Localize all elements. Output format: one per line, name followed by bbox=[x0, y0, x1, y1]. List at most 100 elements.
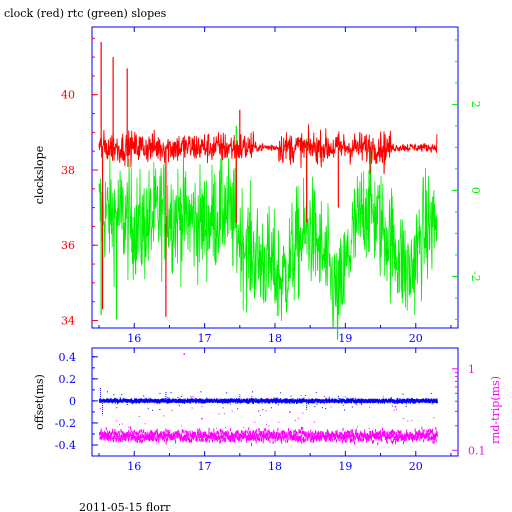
rndtrip-scatter-point bbox=[121, 423, 123, 425]
rndtrip-scatter-point bbox=[332, 434, 334, 436]
rndtrip-scatter-point bbox=[251, 395, 253, 397]
rndtrip-scatter-point bbox=[142, 436, 144, 438]
offset-scatter-point bbox=[277, 404, 279, 406]
bottom-y-axis-label: offset(ms) bbox=[33, 374, 46, 430]
offset-series-points bbox=[99, 397, 438, 405]
bottom-axes-layer: 16 17 18 19 20 0.4 0.2 0 -0.2 -0.4 1 0.1 bbox=[55, 348, 486, 473]
rndtrip-scatter-point bbox=[369, 406, 371, 408]
bottom-x-tick-label: 19 bbox=[338, 460, 352, 473]
offset-scatter-point bbox=[159, 408, 161, 410]
rndtrip-outlier bbox=[201, 417, 203, 420]
top-y-tick-label: 38 bbox=[61, 164, 75, 177]
rndtrip-scatter-point bbox=[99, 408, 101, 410]
bottom-y-tick-label: 0 bbox=[69, 395, 76, 408]
offset-scatter-point bbox=[113, 394, 115, 396]
top-y-tick-label: 36 bbox=[61, 239, 75, 252]
rndtrip-scatter-point bbox=[144, 423, 146, 425]
offset-scatter-point bbox=[405, 406, 407, 408]
bottom-y-tick-label: -0.2 bbox=[55, 417, 76, 430]
rndtrip-scatter-point bbox=[356, 404, 358, 406]
rndtrip-scatter-point bbox=[330, 406, 332, 408]
offset-scatter-point bbox=[361, 403, 363, 405]
rndtrip-scatter-point bbox=[254, 421, 256, 423]
offset-scatter-point bbox=[190, 396, 192, 398]
chart-title: clock (red) rtc (green) slopes bbox=[4, 7, 167, 20]
offset-scatter-point bbox=[406, 403, 408, 405]
rndtrip-scatter-point bbox=[191, 407, 193, 409]
rndtrip-scatter-point bbox=[231, 410, 233, 412]
offset-scatter-point bbox=[391, 405, 393, 407]
offset-scatter-point bbox=[147, 408, 149, 410]
offset-scatter-point bbox=[177, 397, 179, 399]
rndtrip-scatter-point bbox=[297, 417, 299, 419]
rndtrip-scatter-point bbox=[314, 421, 316, 423]
rndtrip-scatter-point bbox=[266, 424, 268, 426]
rndtrip-scatter-point bbox=[275, 436, 277, 438]
rndtrip-scatter-point bbox=[218, 413, 220, 415]
offset-scatter-point bbox=[170, 392, 172, 394]
offset-scatter-point bbox=[144, 397, 146, 399]
offset-scatter-point bbox=[152, 409, 154, 411]
rndtrip-scatter-point bbox=[210, 398, 212, 400]
offset-scatter-point bbox=[301, 402, 303, 404]
rndtrip-scatter-point bbox=[433, 417, 435, 419]
offset-scatter-point bbox=[344, 409, 346, 411]
rndtrip-scatter-point bbox=[223, 413, 225, 415]
offset-scatter-point bbox=[200, 391, 202, 393]
offset-scatter-point bbox=[159, 392, 161, 394]
offset-scatter-point bbox=[258, 402, 260, 404]
rndtrip-scatter-point bbox=[138, 416, 140, 418]
offset-scatter-point bbox=[226, 392, 228, 394]
offset-scatter-point bbox=[178, 405, 180, 407]
rndtrip-scatter-point bbox=[290, 402, 292, 404]
rndtrip-scatter-point bbox=[181, 425, 183, 427]
bottom-y-tick-label: 0.4 bbox=[59, 351, 77, 364]
rndtrip-scatter-point bbox=[163, 415, 165, 417]
offset-scatter-point bbox=[191, 399, 193, 401]
top-x-tick-label: 18 bbox=[268, 332, 282, 345]
offset-scatter-point bbox=[290, 395, 292, 397]
rndtrip-scatter-point bbox=[259, 415, 261, 417]
offset-scatter-point bbox=[402, 393, 404, 395]
rndtrip-scatter-point bbox=[294, 419, 296, 421]
rndtrip-scatter-point bbox=[215, 427, 217, 429]
rndtrip-scatter-point bbox=[156, 443, 158, 445]
bottom-panel: 16 17 18 19 20 0.4 0.2 0 -0.2 -0.4 1 0.1 offset(ms)… bbox=[33, 347, 502, 473]
offset-scatter-point bbox=[268, 399, 270, 401]
offset-scatter-point bbox=[390, 397, 392, 399]
rndtrip-scatter-point bbox=[313, 400, 315, 402]
offset-scatter-point bbox=[262, 409, 264, 411]
offset-scatter-point bbox=[237, 408, 239, 410]
bottom-right-axis-label: rnd-trip(ms) bbox=[489, 376, 502, 444]
offset-scatter-point bbox=[252, 391, 254, 393]
offset-scatter-point bbox=[316, 403, 318, 405]
top-y-tick-label: 40 bbox=[61, 89, 75, 102]
offset-scatter-point bbox=[325, 407, 327, 409]
offset-scatter-point bbox=[270, 407, 272, 409]
bottom-right-tick-label: 1 bbox=[468, 363, 475, 376]
bottom-y-tick-label: -0.4 bbox=[55, 439, 76, 452]
bottom-x-tick-label: 20 bbox=[409, 460, 423, 473]
top-x-tick-label: 17 bbox=[198, 332, 212, 345]
rndtrip-scatter-point bbox=[402, 417, 404, 419]
bottom-x-tick-label: 16 bbox=[127, 460, 141, 473]
offset-scatter-point bbox=[166, 397, 168, 399]
rndtrip-scatter-point bbox=[407, 420, 409, 422]
rndtrip-scatter-point bbox=[344, 396, 346, 398]
rndtrip-series-points bbox=[99, 426, 438, 446]
top-x-tick-label: 16 bbox=[127, 332, 141, 345]
top-x-tick-label: 19 bbox=[338, 332, 352, 345]
rndtrip-scatter-point bbox=[201, 405, 203, 407]
offset-scatter-point bbox=[304, 394, 306, 396]
rndtrip-outlier bbox=[183, 353, 185, 355]
bottom-series-layer bbox=[99, 353, 438, 446]
offset-scatter-point bbox=[382, 399, 384, 401]
offset-scatter-point bbox=[222, 407, 224, 409]
rndtrip-scatter-point bbox=[201, 438, 203, 440]
offset-scatter-point bbox=[328, 396, 330, 398]
rndtrip-scatter-point bbox=[393, 409, 395, 411]
rndtrip-scatter-point bbox=[192, 396, 194, 398]
rndtrip-scatter-point bbox=[243, 426, 245, 428]
offset-scatter-point bbox=[255, 397, 257, 399]
offset-scatter-point bbox=[208, 398, 210, 400]
